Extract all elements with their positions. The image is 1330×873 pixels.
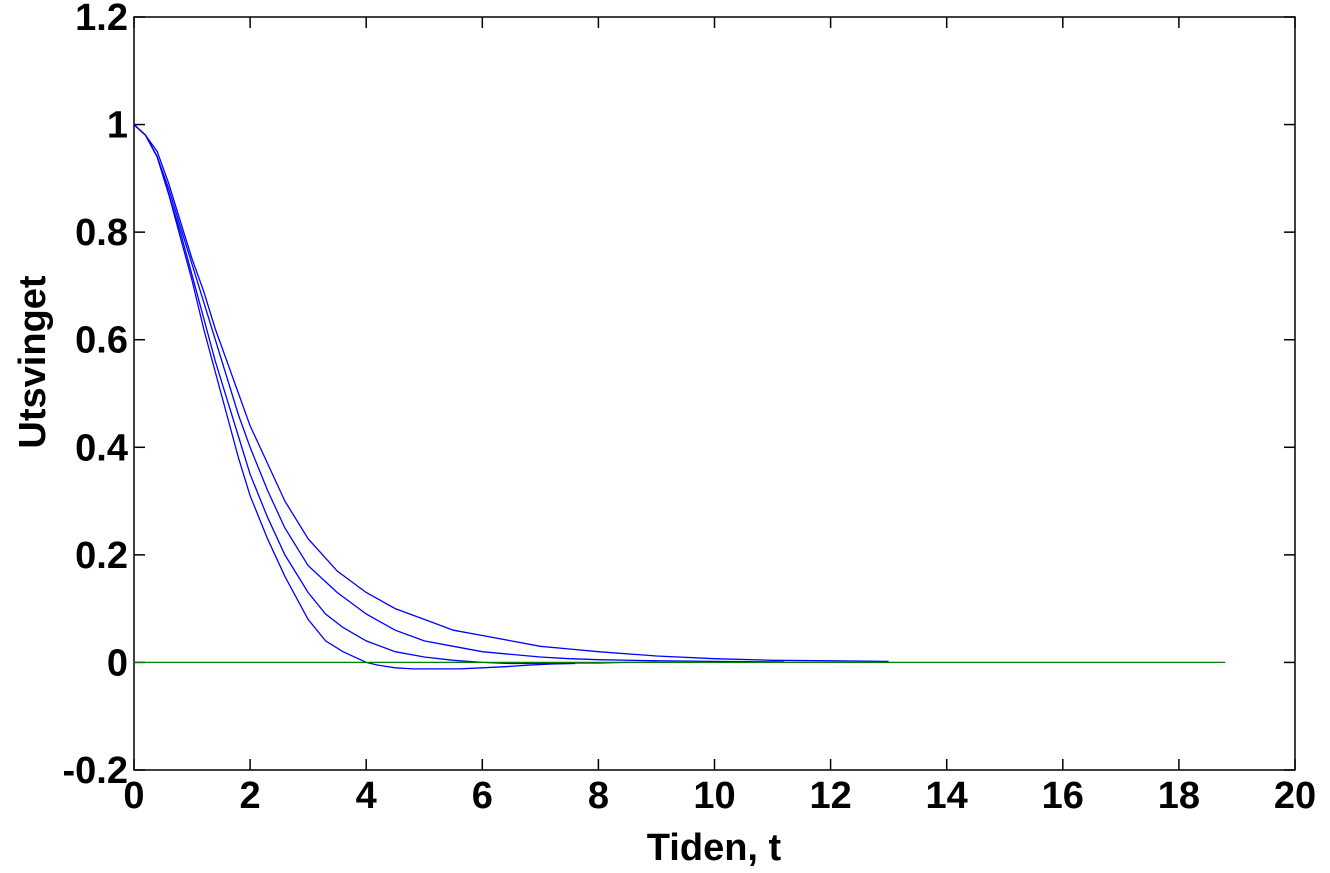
- x-tick-label: 6: [472, 775, 493, 817]
- y-tick-label: 1.2: [75, 0, 128, 39]
- x-tick-label: 18: [1158, 775, 1200, 817]
- y-tick-label: -0.2: [63, 750, 128, 792]
- y-tick-label: 0.6: [75, 320, 128, 362]
- x-tick-label: 4: [356, 775, 377, 817]
- x-tick-label: 10: [693, 775, 735, 817]
- y-axis-label: Utsvinget: [12, 275, 54, 448]
- x-tick-label: 16: [1042, 775, 1084, 817]
- y-tick-label: 0.2: [75, 535, 128, 577]
- x-axis-label: Tiden, t: [647, 827, 782, 868]
- y-tick-labels: -0.2 0 0.2 0.4 0.6 0.8 1 1.2: [63, 0, 128, 792]
- series-line-3: [133, 124, 785, 663]
- x-tick-label: 8: [588, 775, 609, 817]
- y-tick-label: 0: [107, 642, 128, 684]
- y-tick-label: 1: [107, 105, 128, 147]
- series-line-4: [133, 124, 889, 663]
- series-layer: [133, 124, 1226, 670]
- x-tick-label: 0: [123, 775, 144, 817]
- x-tick-label: 2: [240, 775, 261, 817]
- y-tick-label: 0.4: [75, 427, 128, 469]
- series-line-1: [133, 124, 576, 670]
- y-tick-label: 0.8: [75, 212, 128, 254]
- x-tick-labels: 0 2 4 6 8 10 12 14 16 18 20: [123, 775, 1316, 817]
- x-tick-label: 20: [1274, 775, 1316, 817]
- series-line-2: [133, 124, 657, 665]
- x-tick-label: 14: [926, 775, 968, 817]
- x-tick-label: 12: [809, 775, 851, 817]
- plot-area: [133, 16, 1296, 771]
